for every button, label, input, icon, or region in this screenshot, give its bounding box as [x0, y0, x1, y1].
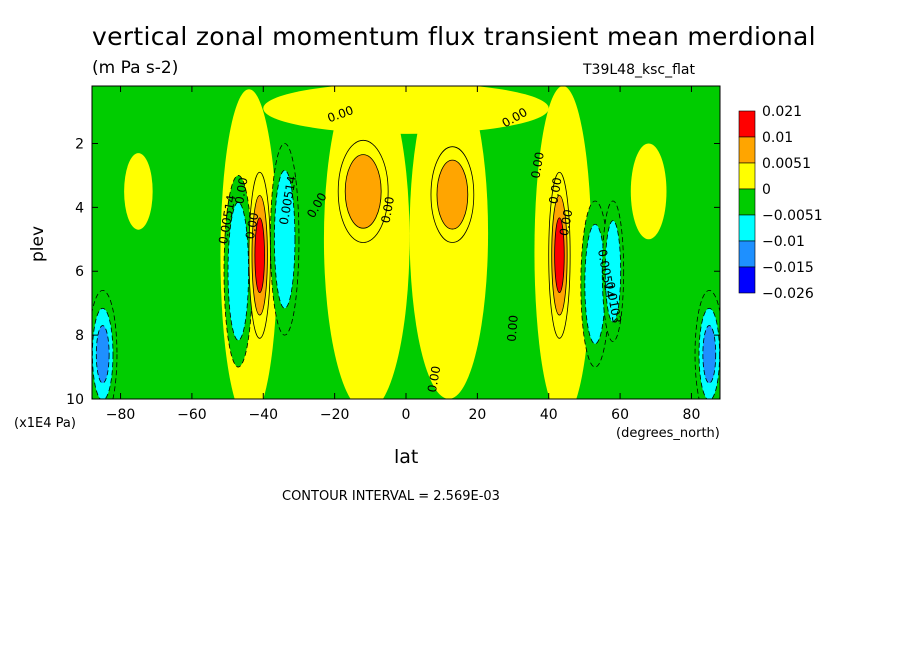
- field-cell: [95, 325, 110, 384]
- contour-label: 0.00: [557, 208, 575, 237]
- chart-title: vertical zonal momentum flux transient m…: [92, 22, 816, 51]
- contour-label: 0.00: [379, 195, 397, 224]
- field-band: [124, 153, 153, 230]
- color-legend: 0.021 0.01 0.0051 0 −0.0051 −0.01 −0.015 −0.026: [738, 104, 823, 302]
- legend-swatch: [738, 240, 756, 268]
- y-axis-ticks: 2 4 6 8 10: [66, 136, 720, 408]
- y-tick-label: 10: [66, 392, 84, 408]
- field-cell: [227, 201, 249, 341]
- field-cell: [254, 217, 265, 294]
- legend-label: −0.015: [762, 260, 814, 276]
- field-cell: [274, 169, 296, 309]
- y-tick-label: 6: [75, 264, 84, 280]
- legend-label: 0.021: [762, 104, 802, 120]
- contour-label: 0.00: [504, 314, 520, 342]
- contour-fill-layer: [92, 86, 720, 399]
- legend-swatch: [738, 162, 756, 190]
- contour-interval-label: CONTOUR INTERVAL = 2.569E-03: [282, 489, 500, 504]
- legend-swatch: [738, 266, 756, 294]
- y-axis-unit: (x1E4 Pa): [14, 416, 76, 431]
- legend-swatch: [738, 136, 756, 164]
- y-tick-label: 2: [75, 136, 84, 152]
- legend-label: 0: [762, 182, 771, 198]
- legend-label: −0.026: [762, 286, 814, 302]
- y-tick-label: 8: [75, 328, 84, 344]
- legend-label: −0.01: [762, 234, 805, 250]
- contour-label: 0.00: [546, 176, 564, 205]
- y-tick-label: 4: [75, 200, 84, 216]
- x-tick-label: 60: [611, 407, 629, 423]
- contour-label: 0.00: [528, 151, 546, 180]
- contour-label: 0.00: [243, 211, 261, 240]
- legend-label: 0.01: [762, 130, 793, 146]
- x-tick-label: −40: [248, 407, 278, 423]
- run-label: T39L48_ksc_flat: [583, 62, 695, 78]
- x-axis-ticks: −80 −60 −40 −20 0 20 40 60 80: [106, 86, 701, 423]
- field-cell: [436, 159, 469, 230]
- field-band: [263, 86, 549, 134]
- contour-label: 0.00: [425, 365, 443, 394]
- legend-swatch: [738, 214, 756, 242]
- x-tick-label: −20: [320, 407, 350, 423]
- legend-swatch: [738, 188, 756, 216]
- legend-swatch: [738, 110, 756, 138]
- legend-label: −0.0051: [762, 208, 823, 224]
- x-tick-label: 20: [468, 407, 486, 423]
- x-axis-unit: (degrees_north): [616, 426, 720, 441]
- x-tick-label: −60: [177, 407, 207, 423]
- x-tick-label: 0: [402, 407, 411, 423]
- x-tick-label: 40: [540, 407, 558, 423]
- field-cell: [554, 217, 565, 294]
- chart-units: (m Pa s-2): [92, 58, 179, 78]
- legend-label: 0.0051: [762, 156, 811, 172]
- x-tick-label: −80: [106, 407, 136, 423]
- contour-label: 0.00: [232, 176, 250, 205]
- field-band: [630, 143, 667, 240]
- x-tick-label: 80: [683, 407, 701, 423]
- field-cell: [604, 220, 622, 323]
- field-cell: [344, 154, 382, 229]
- field-cell: [702, 325, 717, 384]
- x-axis-label: lat: [394, 446, 419, 468]
